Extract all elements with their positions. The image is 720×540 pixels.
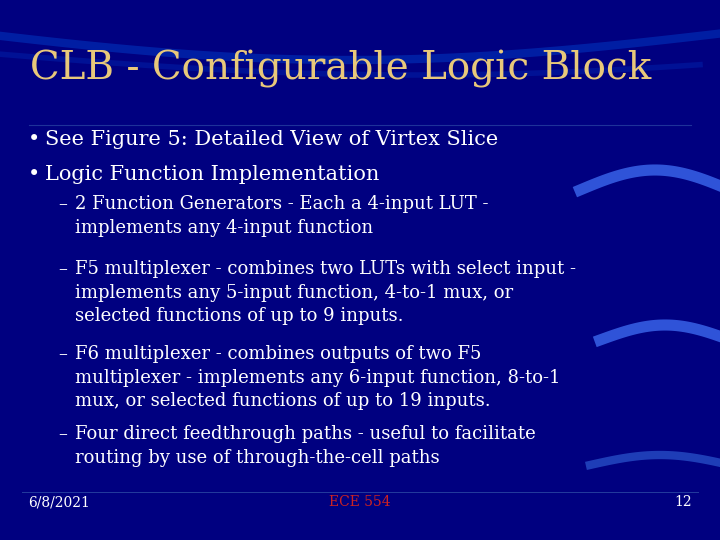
Text: 2 Function Generators - Each a 4-input LUT -
implements any 4-input function: 2 Function Generators - Each a 4-input L…: [75, 195, 488, 237]
Text: –: –: [58, 345, 67, 363]
Text: Four direct feedthrough paths - useful to facilitate
routing by use of through-t: Four direct feedthrough paths - useful t…: [75, 425, 536, 467]
Text: F5 multiplexer - combines two LUTs with select input -
implements any 5-input fu: F5 multiplexer - combines two LUTs with …: [75, 260, 576, 325]
Text: •: •: [28, 165, 40, 184]
Text: 12: 12: [675, 495, 692, 509]
Text: •: •: [28, 130, 40, 149]
Text: ECE 554: ECE 554: [329, 495, 391, 509]
Text: Logic Function Implementation: Logic Function Implementation: [45, 165, 379, 184]
Text: –: –: [58, 195, 67, 213]
Text: 6/8/2021: 6/8/2021: [28, 495, 90, 509]
Text: –: –: [58, 260, 67, 278]
Text: CLB - Configurable Logic Block: CLB - Configurable Logic Block: [30, 50, 652, 88]
Text: F6 multiplexer - combines outputs of two F5
multiplexer - implements any 6-input: F6 multiplexer - combines outputs of two…: [75, 345, 560, 410]
Text: –: –: [58, 425, 67, 443]
Text: See Figure 5: Detailed View of Virtex Slice: See Figure 5: Detailed View of Virtex Sl…: [45, 130, 498, 149]
